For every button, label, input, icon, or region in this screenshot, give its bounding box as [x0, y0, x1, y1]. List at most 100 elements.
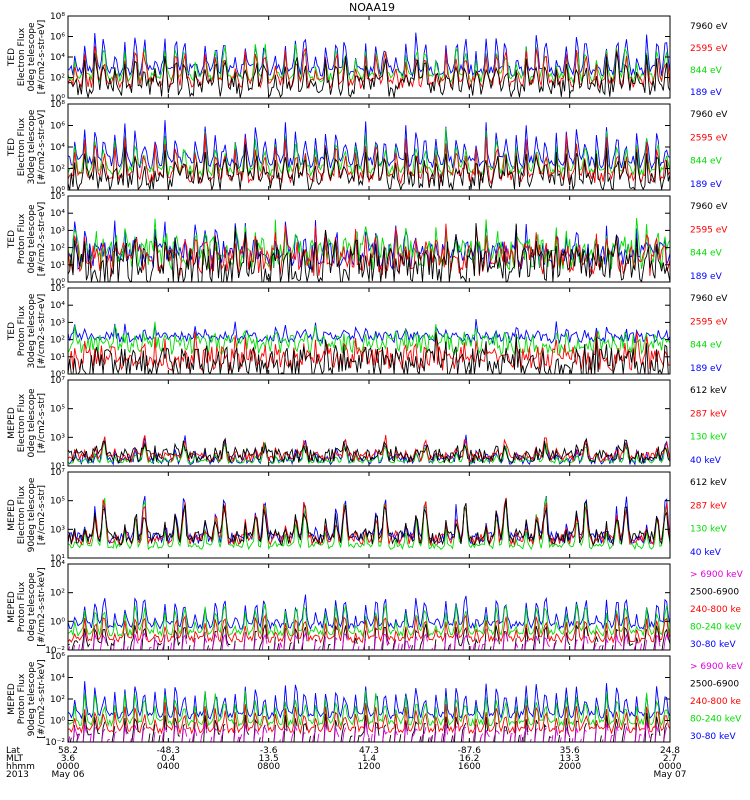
- series-line-189-ev: [68, 120, 670, 170]
- y-axis-label: 30deg telescope: [27, 293, 37, 368]
- footer-value: 13.5: [259, 754, 279, 764]
- series-line-240-800-ke: [68, 613, 670, 645]
- series-line-30-80-kev: [68, 681, 670, 720]
- legend-entry: 30-80 keV: [690, 732, 736, 742]
- series-line-287-kev: [68, 434, 670, 464]
- footer-date-end: May 07: [654, 770, 687, 780]
- series-line-2595-ev: [68, 331, 670, 371]
- legend-entry: 844 eV: [690, 66, 723, 76]
- legend-entry: 240-800 ke: [690, 605, 741, 615]
- y-tick-label: 10³: [50, 318, 65, 328]
- footer-value: 2000: [558, 762, 581, 772]
- y-axis-label: Proton Flux: [17, 581, 27, 632]
- y-axis-label: 0deg telescope: [27, 22, 37, 92]
- legend-entry: 189 eV: [690, 180, 723, 190]
- y-axis-label: MEPED: [7, 591, 17, 623]
- y-tick-label: 10⁶: [50, 122, 65, 132]
- series-line-612-kev: [68, 437, 670, 465]
- series-line-7960-ev: [68, 333, 670, 374]
- y-axis-label: MEPED: [7, 499, 17, 531]
- y-tick-label: 10⁵: [50, 497, 65, 507]
- footer-value: 2.7: [663, 754, 677, 764]
- legend-entry: 80-240 keV: [690, 715, 742, 725]
- y-axis-label: [#/cm2-s-str-keV]: [37, 567, 47, 646]
- y-tick-label: 10⁰: [50, 370, 65, 380]
- chart-title: NOAA19: [349, 1, 395, 14]
- footer-value: 0800: [257, 762, 280, 772]
- footer-value: -48.3: [157, 746, 180, 756]
- y-tick-label: 10⁻²: [45, 738, 65, 748]
- y-tick-label: 10²: [50, 695, 65, 705]
- y-axis-label: [#/cm2-s-str-keV]: [37, 659, 47, 738]
- footer-value: 3.6: [61, 754, 76, 764]
- y-tick-label: 10²: [50, 74, 65, 84]
- y-tick-label: 10⁷: [50, 376, 65, 386]
- legend-entry: 2595 eV: [690, 44, 728, 54]
- series-line-80-240-kev: [68, 603, 670, 638]
- series-line-844-ev: [68, 127, 670, 178]
- legend-entry: 2595 eV: [690, 133, 728, 143]
- y-tick-label: 10⁰: [50, 717, 65, 727]
- legend-entry: 612 keV: [690, 478, 727, 488]
- footer-value: 1200: [358, 762, 381, 772]
- y-axis-label: TED: [7, 138, 17, 157]
- y-tick-label: 10²: [50, 244, 65, 254]
- y-tick-label: 10²: [50, 165, 65, 175]
- y-axis-label: Proton Flux: [17, 673, 27, 724]
- y-axis-label: 90deg telescope: [27, 661, 37, 736]
- y-tick-label: 10³: [50, 433, 65, 443]
- footer-value: 0000: [659, 762, 682, 772]
- series-line-2595-ev: [68, 223, 670, 277]
- y-axis-label: 0deg telescope: [27, 388, 37, 458]
- footer-value: 47.3: [359, 746, 379, 756]
- legend-entry: 40 keV: [690, 548, 722, 558]
- y-tick-label: 10¹: [50, 353, 65, 363]
- y-tick-label: 10⁴: [50, 209, 65, 219]
- y-axis-label: MEPED: [7, 683, 17, 715]
- y-axis-label: [#/cm2-s-str]: [37, 393, 47, 453]
- y-tick-label: 10⁰: [50, 186, 65, 196]
- y-tick-label: 10⁴: [50, 301, 65, 311]
- y-tick-label: 10⁴: [50, 674, 65, 684]
- y-tick-label: 10³: [50, 226, 65, 236]
- footer-value: 0400: [157, 762, 180, 772]
- y-axis-label: [#/cm2-s-str-eV]: [37, 20, 47, 95]
- footer-value: 35.6: [560, 746, 580, 756]
- legend-entry: 7960 eV: [690, 202, 728, 212]
- panel-7: 10⁻² 10⁰ 10² 10⁴ MEPED Proton Flux 0deg telesc…: [7, 560, 744, 656]
- footer-value: 1.4: [362, 754, 377, 764]
- footer-value: -3.6: [260, 746, 278, 756]
- y-axis-label: Proton Flux: [17, 305, 27, 356]
- legend-entry: 844 eV: [690, 341, 723, 351]
- footer-value: 58.2: [58, 746, 78, 756]
- series-line-2595-ev: [68, 133, 670, 185]
- legend-entry: 7960 eV: [690, 294, 728, 304]
- footer-value: 0000: [57, 762, 80, 772]
- y-tick-label: 10⁴: [50, 560, 65, 570]
- legend-entry: 130 keV: [690, 433, 727, 443]
- legend-entry: 2595 eV: [690, 225, 728, 235]
- y-axis-label: [#/cm2-s-str-eV]: [37, 110, 47, 185]
- y-tick-label: 10⁵: [50, 284, 65, 294]
- y-tick-label: 10⁰: [50, 278, 65, 288]
- legend-entry: 189 eV: [690, 88, 723, 98]
- y-tick-label: 10⁴: [50, 143, 65, 153]
- panel-1: 10⁰ 10² 10⁴ 10⁶ 10⁸ TED Electron Flux 0deg tele…: [7, 12, 728, 104]
- y-tick-label: 10¹: [50, 554, 65, 564]
- y-axis-label: Electron Flux: [17, 393, 27, 452]
- legend-entry: 189 eV: [690, 272, 723, 282]
- series-line-189-ev: [68, 319, 670, 345]
- legend-entry: 612 keV: [690, 386, 727, 396]
- legend-entry: > 6900 keV: [690, 662, 744, 672]
- y-tick-label: 10⁸: [50, 100, 65, 110]
- legend-entry: 844 eV: [690, 157, 723, 167]
- y-axis-label: MEPED: [7, 407, 17, 439]
- legend-entry: 287 keV: [690, 501, 727, 511]
- y-tick-label: 10⁵: [50, 192, 65, 202]
- y-tick-label: 10⁻²: [45, 646, 65, 656]
- y-axis-label: Electron Flux: [17, 27, 27, 86]
- series-line-612-kev: [68, 498, 670, 547]
- footer-row-label: MLT: [6, 754, 24, 764]
